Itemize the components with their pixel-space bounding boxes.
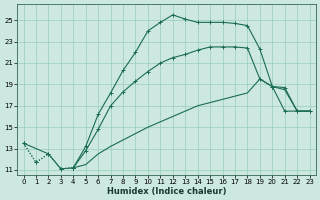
- X-axis label: Humidex (Indice chaleur): Humidex (Indice chaleur): [107, 187, 226, 196]
